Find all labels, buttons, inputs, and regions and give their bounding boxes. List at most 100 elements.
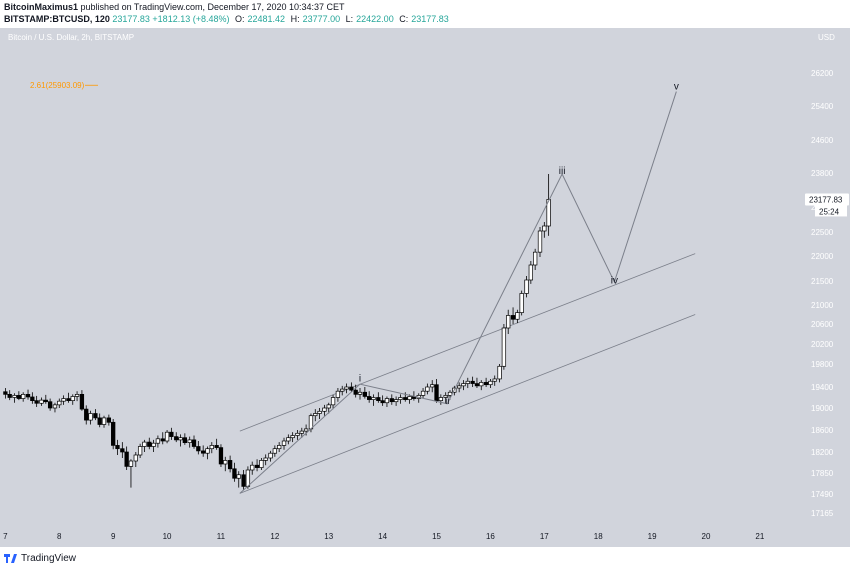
author-name[interactable]: BitcoinMaximus1 <box>4 2 79 12</box>
low-value: 22422.00 <box>356 14 394 24</box>
x-tick-label: 17 <box>540 532 549 541</box>
candle-body <box>528 264 533 281</box>
y-tick-label: 26200 <box>811 69 834 78</box>
candle-body <box>209 445 214 450</box>
candle-body <box>7 394 12 398</box>
candle-body <box>182 437 188 444</box>
y-tick-label: 21000 <box>811 301 834 310</box>
candles <box>3 173 551 490</box>
candle-body <box>492 378 497 382</box>
y-tick-label: 20600 <box>811 320 834 329</box>
candle-body <box>250 464 255 471</box>
candle-body <box>101 417 107 425</box>
wave-label: iv <box>611 275 618 286</box>
tradingview-footer[interactable]: TradingView <box>4 553 76 564</box>
candle-body <box>537 230 543 253</box>
channel-lines <box>239 253 696 494</box>
candle-body <box>106 417 112 423</box>
candle-body <box>128 460 134 467</box>
candle-body <box>340 388 345 392</box>
candle-body <box>299 430 304 434</box>
candle-body <box>30 396 35 402</box>
candle-body <box>389 398 394 403</box>
candle-body <box>277 445 282 450</box>
candle-body <box>124 451 129 467</box>
close-label: C: <box>399 14 409 24</box>
candle-body <box>380 400 385 404</box>
candle-body <box>335 390 341 398</box>
x-tick-label: 12 <box>270 532 279 541</box>
candle-body <box>295 432 300 436</box>
tradingview-brand: TradingView <box>21 553 77 564</box>
candle-body <box>259 460 264 468</box>
x-tick-label: 13 <box>324 532 333 541</box>
x-tick-label: 18 <box>594 532 603 541</box>
candle-body <box>191 439 197 447</box>
candle-body <box>12 395 17 398</box>
wave-path <box>239 91 677 494</box>
candle-body <box>317 410 322 414</box>
candle-body <box>74 394 80 397</box>
channel-line <box>239 314 696 494</box>
candle-body <box>160 438 165 442</box>
candle-body <box>34 400 39 404</box>
x-tick-label: 19 <box>648 532 657 541</box>
publish-info: BitcoinMaximus1 published on TradingView… <box>4 2 345 12</box>
candle-body <box>272 448 278 454</box>
candle-body <box>443 395 448 398</box>
y-tick-label: 19400 <box>811 383 834 392</box>
candle-body <box>142 441 147 447</box>
time-axis[interactable] <box>0 527 850 547</box>
candle-body <box>326 404 331 409</box>
symbol-label: BITSTAMP:BTCUSD, 120 <box>4 14 110 24</box>
candle-body <box>474 383 480 387</box>
candle-body <box>510 315 516 320</box>
candle-body <box>61 398 66 402</box>
y-tick-label: 22000 <box>811 252 834 261</box>
candle-body <box>97 417 102 425</box>
candle-body <box>524 279 529 294</box>
candle-body <box>286 437 291 442</box>
candle-body <box>398 397 403 400</box>
plot-area[interactable] <box>0 28 803 527</box>
candle-body <box>169 431 174 437</box>
candle-body <box>223 460 228 465</box>
candle-body <box>201 450 206 454</box>
candle-body <box>84 408 89 421</box>
candle-body <box>434 384 439 402</box>
candle-body <box>420 390 426 396</box>
candle-body <box>515 312 520 320</box>
candle-body <box>147 441 152 447</box>
y-tick-label: 19800 <box>811 360 834 369</box>
channel-line <box>239 253 696 432</box>
candle-body <box>88 413 93 421</box>
candle-body <box>39 399 44 404</box>
candle-body <box>245 469 251 487</box>
currency-label: USD <box>818 33 835 42</box>
y-tick-label: 21500 <box>811 277 834 286</box>
candle-body <box>21 394 26 399</box>
candle-body <box>187 439 192 443</box>
y-tick-label: 25400 <box>811 102 834 111</box>
candle-body <box>290 435 295 439</box>
candle-body <box>236 474 241 479</box>
price-axis[interactable] <box>803 28 850 527</box>
low-label: L: <box>345 14 354 24</box>
candle-body <box>43 399 48 403</box>
last-price-box <box>805 193 849 206</box>
x-tick-label: 7 <box>3 532 8 541</box>
candle-body <box>479 382 484 387</box>
candle-body <box>461 383 466 387</box>
y-tick-label: 18600 <box>811 426 834 435</box>
candle-body <box>357 391 363 395</box>
last-price-label: 23177.83 <box>809 195 843 204</box>
candle-body <box>178 437 183 441</box>
candle-body <box>47 401 53 409</box>
candle-body <box>93 413 98 419</box>
open-label: O: <box>235 14 245 24</box>
candle-body <box>430 384 435 388</box>
wave-label: iii <box>559 166 566 177</box>
candle-body <box>281 440 287 446</box>
x-tick-label: 11 <box>217 532 226 541</box>
